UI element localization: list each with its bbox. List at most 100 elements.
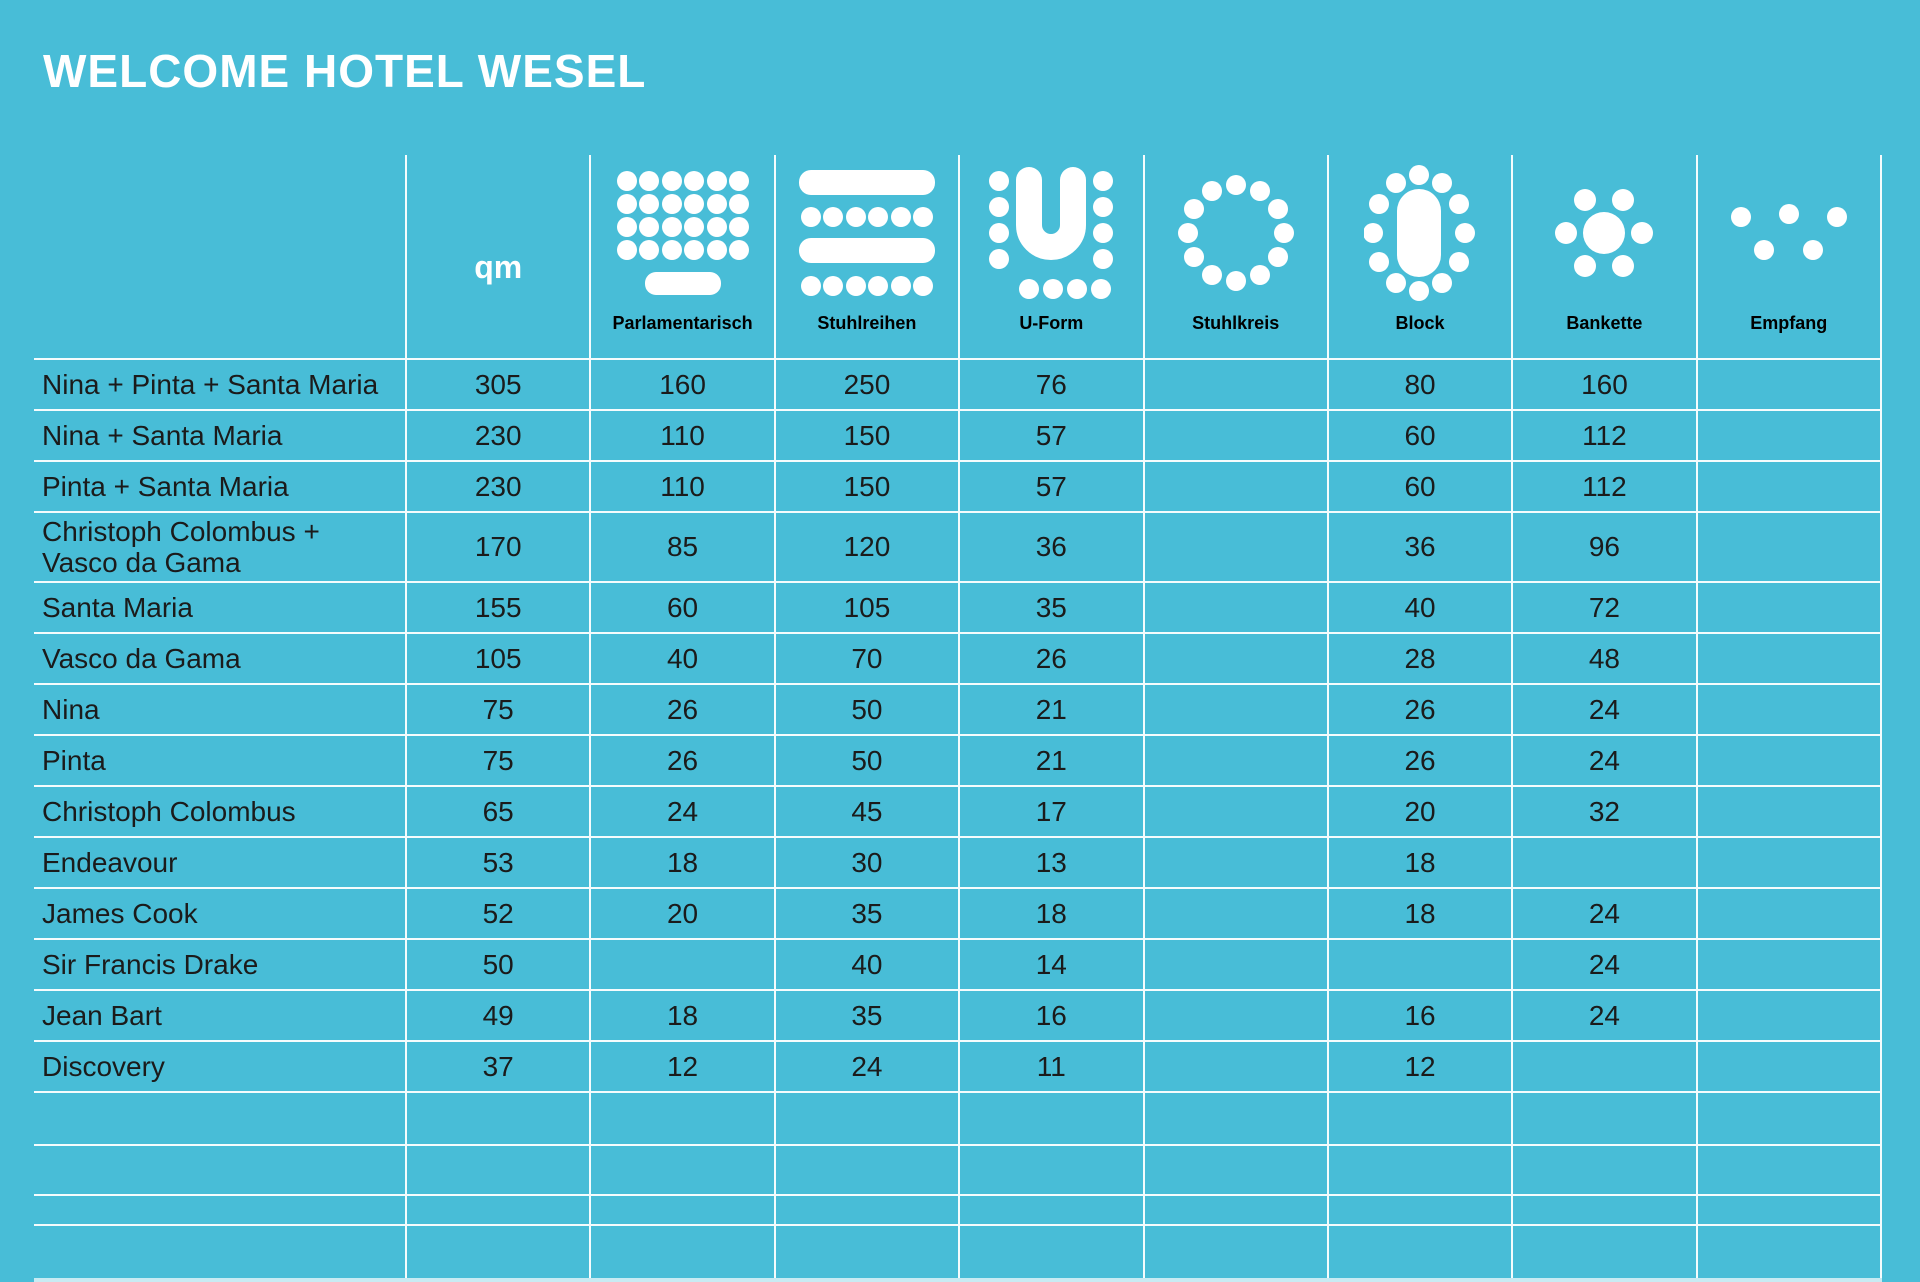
table-row: Discovery 37 12 24 11 12 (34, 1040, 1882, 1091)
col-label: Empfang (1750, 313, 1828, 334)
empty-cell (1326, 1146, 1511, 1194)
room-name: Jean Bart (42, 1000, 162, 1031)
empty-cell (589, 1226, 773, 1278)
capacity-value (1142, 634, 1327, 683)
capacity-value: 18 (589, 838, 773, 887)
capacity-value (1142, 736, 1327, 785)
empty-cell (1326, 1093, 1511, 1144)
table-row: Nina + Santa Maria 230 110 150 57 60 112 (34, 409, 1882, 460)
capacity-value (1695, 685, 1882, 734)
capacity-value: 96 (1511, 513, 1695, 581)
capacity-value (1695, 360, 1882, 409)
table-header: qm Parlamentarisch (34, 155, 1882, 358)
empty-cell (773, 1093, 958, 1144)
room-name: Vasco da Gama (42, 643, 241, 674)
empty-cell (589, 1093, 773, 1144)
capacity-value: 12 (1326, 1042, 1511, 1091)
capacity-value: 35 (958, 583, 1142, 632)
capacity-value (1142, 360, 1327, 409)
room-name: Nina + Santa Maria (42, 420, 283, 451)
capacity-value: 40 (773, 940, 958, 989)
room-name: Endeavour (42, 847, 178, 878)
capacity-value: 14 (958, 940, 1142, 989)
capacity-value (1142, 991, 1327, 1040)
header-col-stuhlreihen: Stuhlreihen (773, 155, 958, 358)
room-name: Santa Maria (42, 592, 193, 623)
col-label: Parlamentarisch (612, 313, 753, 334)
capacity-value: 110 (589, 411, 773, 460)
header-col-bankette: Bankette (1511, 155, 1695, 358)
empty-cell (589, 1196, 773, 1224)
empty-row (34, 1194, 1882, 1224)
empty-cell (1326, 1196, 1511, 1224)
capacity-value: 18 (589, 991, 773, 1040)
capacity-value (1326, 940, 1511, 989)
capacity-value: 50 (773, 685, 958, 734)
capacity-value: 35 (773, 889, 958, 938)
capacity-value: 24 (1511, 685, 1695, 734)
capacity-value: 60 (1326, 411, 1511, 460)
capacity-value (1142, 583, 1327, 632)
capacity-value: 150 (773, 462, 958, 511)
empty-cell (34, 1226, 405, 1278)
capacity-value: 85 (589, 513, 773, 581)
capacity-value: 20 (1326, 787, 1511, 836)
capacity-value (1695, 787, 1882, 836)
capacity-value: 150 (773, 411, 958, 460)
capacity-value: 160 (589, 360, 773, 409)
capacity-value: 24 (1511, 736, 1695, 785)
capacity-value: 16 (1326, 991, 1511, 1040)
capacity-value (1142, 411, 1327, 460)
empty-row (34, 1224, 1882, 1282)
capacity-value: 120 (773, 513, 958, 581)
stuhlkreis-icon (1145, 155, 1327, 311)
empty-cell (405, 1196, 589, 1224)
table-row: Nina 75 26 50 21 26 24 (34, 683, 1882, 734)
capacity-value: 20 (589, 889, 773, 938)
capacity-value: 26 (958, 634, 1142, 683)
table-row: Endeavour 53 18 30 13 18 (34, 836, 1882, 887)
capacity-value (1142, 462, 1327, 511)
capacity-value: 12 (589, 1042, 773, 1091)
capacity-value: 45 (773, 787, 958, 836)
capacity-value (1695, 1042, 1882, 1091)
header-col-u-form: U-Form (958, 155, 1142, 358)
empty-cell (1142, 1196, 1327, 1224)
parlamentarisch-icon (591, 155, 773, 311)
capacity-value: 105 (773, 583, 958, 632)
empty-cell (1695, 1093, 1882, 1144)
capacity-value (1142, 940, 1327, 989)
room-name: Discovery (42, 1051, 165, 1082)
capacity-value: 36 (958, 513, 1142, 581)
capacity-value: 110 (589, 462, 773, 511)
table-row: Christoph Colombus + Vasco da Gama 170 85 1… (34, 511, 1882, 581)
capacity-value: 36 (1326, 513, 1511, 581)
qm-area: qm (407, 155, 589, 312)
empty-cell (773, 1146, 958, 1194)
capacity-value: 53 (405, 838, 589, 887)
bankette-icon (1513, 155, 1695, 311)
empty-cell (773, 1196, 958, 1224)
room-name: Christoph Colombus + Vasco da Gama (42, 516, 320, 578)
capacity-value: 50 (405, 940, 589, 989)
capacity-value (1142, 1042, 1327, 1091)
capacity-value (1695, 411, 1882, 460)
capacity-value: 112 (1511, 462, 1695, 511)
capacity-value: 18 (1326, 889, 1511, 938)
capacity-table: qm Parlamentarisch (34, 155, 1882, 1282)
capacity-value: 24 (589, 787, 773, 836)
capacity-value (1142, 513, 1327, 581)
capacity-value: 105 (405, 634, 589, 683)
header-room-name-spacer (34, 155, 405, 358)
col-label: Stuhlreihen (817, 313, 917, 334)
capacity-value: 16 (958, 991, 1142, 1040)
capacity-value: 32 (1511, 787, 1695, 836)
capacity-value: 72 (1511, 583, 1695, 632)
empty-cell (958, 1196, 1142, 1224)
header-col-block: Block (1326, 155, 1511, 358)
table-row: Christoph Colombus 65 24 45 17 20 32 (34, 785, 1882, 836)
u-form-icon (960, 155, 1142, 311)
capacity-value (1511, 1042, 1695, 1091)
capacity-value: 60 (589, 583, 773, 632)
empty-cell (1695, 1196, 1882, 1224)
